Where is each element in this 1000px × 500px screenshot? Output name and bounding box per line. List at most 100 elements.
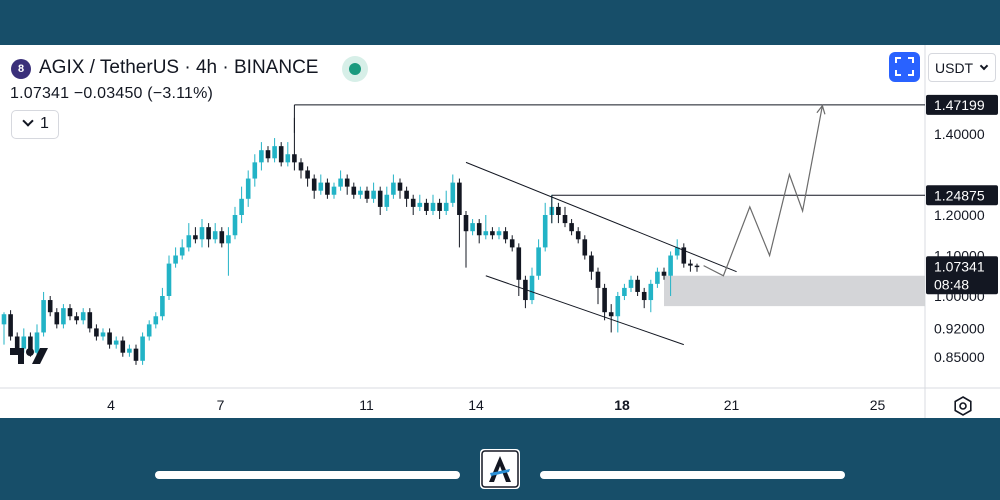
candle-up [285,142,291,167]
candle-down [410,194,416,215]
candle-down [509,235,515,252]
candle-down [556,202,561,224]
candle-body [80,312,86,321]
candle-body [107,332,112,345]
candle-body [450,182,456,203]
candle-body [371,190,376,199]
candle-down [305,166,310,187]
candle-body [34,332,40,353]
candle-body [694,265,700,268]
candle-up [179,239,185,260]
price-tag [926,256,998,295]
price-tag-label: 1.24875 [934,187,985,203]
chevron-down-icon [979,61,989,71]
candle-up [140,332,145,365]
candle-up [358,186,363,199]
candle-up [655,267,660,288]
candle-body [278,146,284,163]
currency-value: USDT [935,60,974,76]
x-tick-label: 7 [217,397,225,413]
candle-body [655,271,660,284]
candle-body [615,296,621,317]
candle-up [212,223,218,244]
candle-up [529,267,535,305]
candle-body [61,308,66,325]
chart[interactable]: 1.400001.200001.100001.000000.920000.850… [0,45,1000,418]
candle-down [47,296,53,317]
candle-body [516,247,522,280]
candle-down [278,142,284,167]
candle-body [199,227,205,240]
candle-body [54,312,60,325]
fullscreen-icon [895,57,914,76]
candle-down [364,186,370,203]
x-tick-label: 25 [870,397,886,413]
candle-body [424,202,429,211]
candle-body [674,247,680,256]
candle-up [252,154,258,187]
chevron-down-icon [22,115,34,127]
fullscreen-button[interactable] [889,52,920,82]
candle-body [569,223,574,232]
candle-body [133,348,139,361]
candle-body [87,312,93,329]
channel-upper-line [465,161,737,273]
candle-body [239,198,244,215]
candle-body [457,182,462,215]
candle-body [417,202,423,207]
candle-up [331,182,337,199]
candle-up [391,174,396,199]
candle-up [668,251,673,296]
candle-body [648,283,654,301]
candle-body [628,279,634,288]
candle-body [668,255,673,276]
candle-up [226,227,231,276]
candle-up [542,202,548,252]
candle-up [80,308,86,325]
candle-body [153,316,159,325]
candle-body [94,328,99,337]
candle-body [232,215,238,236]
candle-body [608,312,614,317]
candle-up [166,255,172,301]
symbol-logo: 8 [11,59,31,79]
candle-body [437,202,442,211]
candle-up [674,239,680,260]
candle-body [252,162,258,179]
candle-up [417,194,423,211]
candle-down [325,178,330,199]
candle-down [602,283,607,321]
settings-icon[interactable] [952,395,974,417]
y-tick-label: 0.85000 [934,349,985,365]
projection-arrowhead [816,104,826,115]
candle-down [688,259,693,272]
candle-up [318,174,324,195]
candle-body [358,190,363,195]
candle-body [206,227,211,240]
y-tick-label: 1.20000 [934,207,985,223]
candle-body [127,348,132,353]
candle-body [556,206,561,215]
y-tick-label: 1.40000 [934,126,985,142]
candle-body [173,255,178,264]
market-status-dot [342,56,368,82]
candle-body [28,336,33,353]
indicator-toggle-button[interactable]: 1 [11,110,59,139]
candle-down [589,251,594,280]
navigation-pill-left [155,471,460,479]
candle-body [463,215,469,232]
candle-body [100,332,106,337]
candle-body [476,223,482,236]
candle-body [325,182,330,195]
candle-body [41,300,46,333]
candle-up [239,186,244,224]
candle-body [226,235,231,244]
candle-body [397,182,403,191]
candle-down [476,219,482,244]
candle-down [569,219,574,236]
candle-body [503,231,508,240]
currency-select[interactable]: USDT [928,53,996,82]
candle-body [259,150,264,163]
candle-body [483,231,489,236]
candle-up [232,206,238,240]
